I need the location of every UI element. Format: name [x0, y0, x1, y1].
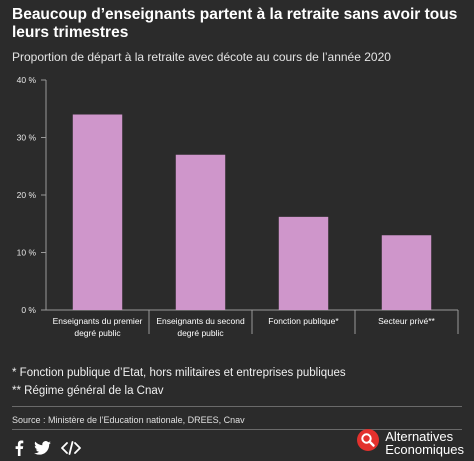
bar	[175, 154, 226, 310]
magnifier-logo-icon	[357, 429, 380, 456]
x-category-label: Enseignants du second	[156, 316, 245, 326]
source-text: Source : Ministère de l’Education nation…	[12, 415, 245, 425]
bar	[72, 114, 123, 310]
twitter-icon[interactable]	[34, 441, 51, 460]
y-tick-label: 10 %	[17, 248, 37, 258]
x-category-label: degré public	[74, 328, 121, 338]
divider	[12, 406, 462, 407]
brand-logo[interactable]: Alternatives Economiques	[357, 429, 464, 456]
y-tick-label: 30 %	[17, 133, 37, 143]
bar	[278, 216, 329, 310]
footnote-2: ** Régime général de la Cnav	[12, 385, 164, 397]
x-category-label: Secteur privé**	[378, 316, 435, 326]
share-bar	[14, 440, 81, 461]
footnote-1: * Fonction publique d’Etat, hors militai…	[12, 367, 346, 379]
bar-chart: 0 % 10 % 20 % 30 % 40 % Enseignants du premie…	[17, 75, 459, 338]
y-tick-label: 20 %	[17, 190, 37, 200]
chart-title: Beaucoup d’enseignants partent à la retr…	[12, 6, 458, 41]
chart-subtitle: Proportion de départ à la retraite avec …	[12, 50, 391, 64]
bar	[381, 235, 432, 310]
x-category-label: Enseignants du premier	[53, 316, 143, 326]
divider	[12, 429, 462, 430]
brand-name-line1: Alternatives	[385, 428, 454, 444]
brand-name-line2: Economiques	[385, 441, 464, 457]
x-category-label: Fonction publique*	[268, 316, 339, 326]
y-tick-label: 0 %	[21, 305, 36, 315]
facebook-icon[interactable]	[14, 440, 24, 461]
x-category-label: degré public	[177, 328, 224, 338]
embed-code-icon[interactable]	[61, 441, 81, 460]
y-tick-label: 40 %	[17, 75, 37, 85]
